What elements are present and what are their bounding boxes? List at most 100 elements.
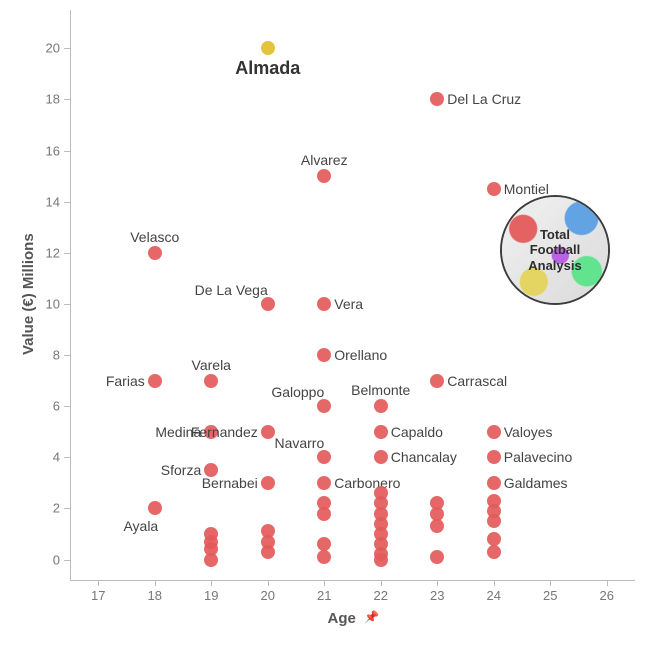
data-point[interactable] <box>317 399 331 413</box>
data-point[interactable] <box>374 425 388 439</box>
data-point[interactable] <box>317 550 331 564</box>
y-tick-mark <box>64 253 70 254</box>
point-label: Carrascal <box>447 373 507 389</box>
y-tick-label: 16 <box>36 143 60 158</box>
point-label: Chancalay <box>391 449 457 465</box>
x-tick-mark <box>437 580 438 586</box>
point-label: Varela <box>192 357 231 373</box>
x-tick-mark <box>494 580 495 586</box>
x-tick-label: 19 <box>204 588 218 646</box>
x-tick-mark <box>550 580 551 586</box>
point-label: Sforza <box>161 462 201 478</box>
x-tick-label: 23 <box>430 588 444 646</box>
data-point[interactable] <box>261 545 275 559</box>
data-point[interactable] <box>317 507 331 521</box>
point-label: Orellano <box>334 347 387 363</box>
y-tick-mark <box>64 202 70 203</box>
point-label: Galdames <box>504 475 568 491</box>
data-point[interactable] <box>148 374 162 388</box>
y-tick-label: 2 <box>36 501 60 516</box>
y-tick-mark <box>64 99 70 100</box>
watermark-logo: Total Football Analysis <box>500 195 610 305</box>
pin-icon: 📌 <box>364 610 379 624</box>
y-tick-label: 10 <box>36 296 60 311</box>
point-label: Vera <box>334 296 363 312</box>
y-tick-mark <box>64 151 70 152</box>
data-point[interactable] <box>487 514 501 528</box>
watermark-line-3: Analysis <box>528 258 581 274</box>
data-point[interactable] <box>317 169 331 183</box>
data-point-highlight[interactable] <box>261 41 275 55</box>
point-label: Farias <box>106 373 145 389</box>
data-point[interactable] <box>317 450 331 464</box>
y-tick-label: 12 <box>36 245 60 260</box>
data-point[interactable] <box>148 501 162 515</box>
point-label: Montiel <box>504 181 549 197</box>
point-label: Bernabei <box>202 475 258 491</box>
data-point[interactable] <box>317 297 331 311</box>
watermark-line-2: Football <box>528 242 581 258</box>
point-label: Alvarez <box>301 152 348 168</box>
x-tick-mark <box>211 580 212 586</box>
point-label: Velasco <box>130 229 179 245</box>
point-label: Almada <box>235 58 300 79</box>
x-tick-mark <box>324 580 325 586</box>
y-tick-label: 4 <box>36 450 60 465</box>
data-point[interactable] <box>374 553 388 567</box>
point-label: Galoppo <box>271 384 324 400</box>
y-tick-label: 6 <box>36 399 60 414</box>
data-point[interactable] <box>261 425 275 439</box>
y-tick-mark <box>64 560 70 561</box>
data-point[interactable] <box>317 476 331 490</box>
x-tick-label: 20 <box>261 588 275 646</box>
x-tick-label: 17 <box>91 588 105 646</box>
y-tick-mark <box>64 508 70 509</box>
data-point[interactable] <box>261 476 275 490</box>
point-label: Del La Cruz <box>447 91 521 107</box>
x-tick-label: 18 <box>148 588 162 646</box>
data-point[interactable] <box>487 450 501 464</box>
point-label: Navarro <box>274 435 324 451</box>
y-tick-mark <box>64 304 70 305</box>
data-point[interactable] <box>261 297 275 311</box>
data-point[interactable] <box>317 348 331 362</box>
y-axis-line <box>70 10 71 580</box>
point-label: Palavecino <box>504 449 573 465</box>
data-point[interactable] <box>487 182 501 196</box>
y-tick-mark <box>64 355 70 356</box>
scatter-chart: 17181920212223242526 02468101214161820 A… <box>0 0 651 646</box>
data-point[interactable] <box>430 550 444 564</box>
y-tick-label: 8 <box>36 348 60 363</box>
x-tick-label: 25 <box>543 588 557 646</box>
data-point[interactable] <box>430 92 444 106</box>
point-label: De La Vega <box>195 282 268 298</box>
x-tick-mark <box>98 580 99 586</box>
x-tick-mark <box>155 580 156 586</box>
x-axis-label-text: Age <box>328 610 356 627</box>
point-label: Valoyes <box>504 424 553 440</box>
data-point[interactable] <box>374 399 388 413</box>
x-tick-mark <box>381 580 382 586</box>
y-tick-label: 0 <box>36 552 60 567</box>
data-point[interactable] <box>374 450 388 464</box>
data-point[interactable] <box>487 545 501 559</box>
x-tick-label: 26 <box>600 588 614 646</box>
y-tick-mark <box>64 48 70 49</box>
data-point[interactable] <box>430 519 444 533</box>
watermark-line-1: Total <box>528 227 581 243</box>
point-label: Carbonero <box>334 475 400 491</box>
x-tick-mark <box>607 580 608 586</box>
data-point[interactable] <box>487 425 501 439</box>
point-label: Ayala <box>123 518 158 534</box>
y-tick-label: 18 <box>36 92 60 107</box>
data-point[interactable] <box>430 374 444 388</box>
data-point[interactable] <box>204 553 218 567</box>
x-tick-mark <box>268 580 269 586</box>
y-axis-label: Value (€) Millions <box>20 233 37 355</box>
y-tick-label: 20 <box>36 41 60 56</box>
y-tick-mark <box>64 406 70 407</box>
point-label: Belmonte <box>351 382 410 398</box>
data-point[interactable] <box>487 476 501 490</box>
data-point[interactable] <box>148 246 162 260</box>
data-point[interactable] <box>204 374 218 388</box>
